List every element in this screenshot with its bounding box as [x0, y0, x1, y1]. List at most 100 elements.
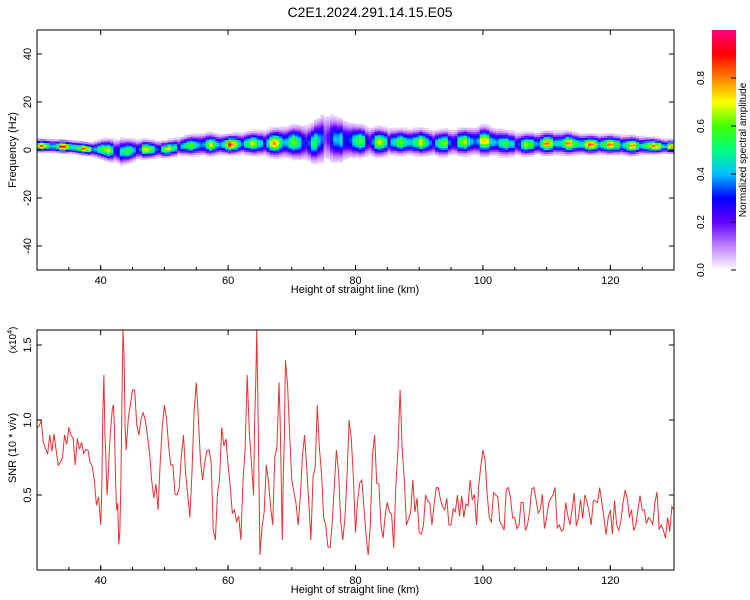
heatmap-cell: [358, 151, 363, 154]
heatmap-cell: [377, 127, 382, 130]
heatmap-cell: [654, 148, 659, 151]
heatmap-cell: [613, 151, 618, 154]
heatmap-cell: [81, 147, 86, 150]
heatmap-cell: [645, 150, 649, 153]
heatmap-cell: [288, 150, 293, 153]
heatmap-cell: [52, 139, 57, 142]
heatmap-cell: [610, 145, 614, 148]
heatmap-cell: [416, 142, 420, 146]
heatmap-cell: [473, 147, 477, 150]
heatmap-cell: [110, 160, 114, 164]
heatmap-cell: [215, 150, 219, 153]
heatmap-cell: [428, 149, 433, 152]
heatmap-cell: [253, 138, 258, 142]
heatmap-cell: [473, 141, 477, 144]
heatmap-cell: [148, 139, 153, 142]
heatmap-cell: [400, 131, 404, 134]
heatmap-cell: [607, 139, 611, 142]
heatmap-cell: [470, 148, 474, 152]
y-tick: -40: [22, 238, 674, 254]
heatmap-cell: [527, 131, 532, 134]
heatmap-cell: [479, 149, 484, 152]
heatmap-cell: [294, 128, 299, 131]
heatmap-cell: [361, 147, 366, 150]
heatmap-cell: [107, 152, 111, 155]
heatmap-cell: [556, 151, 560, 154]
heatmap-cell: [94, 151, 98, 155]
heatmap-cell: [323, 118, 328, 122]
heatmap-cell: [269, 127, 274, 130]
heatmap-cell: [97, 156, 102, 160]
heatmap-cell: [231, 143, 235, 146]
heatmap-cell: [288, 146, 293, 149]
heatmap-cell: [667, 143, 672, 147]
heatmap-cell: [546, 149, 551, 153]
heatmap-cell: [164, 155, 168, 159]
heatmap-cell: [94, 140, 98, 143]
heatmap-cell: [486, 155, 490, 158]
heatmap-cell: [298, 125, 302, 128]
heatmap-cell: [473, 133, 477, 136]
heatmap-cell: [326, 129, 331, 133]
heatmap-cell: [301, 143, 305, 146]
heatmap-cell: [323, 149, 328, 152]
heatmap-cell: [269, 138, 274, 141]
heatmap-cell: [142, 151, 146, 154]
heatmap-cell: [333, 159, 337, 163]
heatmap-cell: [368, 131, 372, 134]
heatmap-cell: [648, 136, 653, 140]
heatmap-cell: [508, 147, 512, 150]
heatmap-cell: [613, 143, 618, 146]
heatmap-cell: [565, 153, 570, 156]
heatmap-cell: [333, 144, 337, 147]
heatmap-cell: [508, 151, 512, 154]
heatmap-cell: [294, 155, 299, 158]
heatmap-cell: [635, 153, 640, 156]
heatmap-cell: [457, 127, 462, 130]
heatmap-cell: [466, 135, 471, 138]
heatmap-cell: [632, 151, 637, 155]
heatmap-cell: [502, 138, 506, 141]
heatmap-cell: [374, 137, 379, 140]
heatmap-cell: [317, 152, 321, 155]
heatmap-cell: [444, 141, 449, 144]
heatmap-cell: [148, 156, 153, 160]
heatmap-cell: [46, 138, 51, 142]
heatmap-cell: [384, 149, 388, 152]
heatmap-cell: [358, 133, 363, 137]
heatmap-cell: [559, 142, 563, 145]
heatmap-cell: [664, 145, 669, 149]
heatmap-cell: [546, 145, 551, 149]
heatmap-cell: [40, 142, 44, 145]
heatmap-cell: [371, 146, 376, 150]
chart-title: C2E1.2024.291.14.15.E05: [287, 4, 452, 20]
heatmap-cell: [371, 144, 376, 148]
heatmap-cell: [549, 132, 554, 135]
heatmap-cell: [116, 160, 121, 164]
heatmap-cell: [342, 153, 347, 156]
heatmap-cell: [317, 146, 321, 150]
heatmap-cell: [422, 143, 426, 146]
heatmap-cell: [396, 138, 401, 142]
heatmap-cell: [113, 142, 118, 145]
heatmap-cell: [266, 140, 270, 143]
heatmap-cell: [135, 147, 140, 150]
heatmap-cell: [103, 143, 108, 146]
heatmap-cell: [65, 139, 70, 143]
heatmap-cell: [476, 137, 481, 140]
heatmap-cell: [294, 135, 299, 139]
heatmap-cell: [323, 141, 328, 145]
heatmap-cell: [183, 138, 188, 142]
heatmap-cell: [562, 140, 567, 143]
heatmap-cell: [578, 137, 583, 141]
heatmap-cell: [142, 144, 146, 147]
heatmap-cell: [352, 125, 356, 128]
heatmap-cell: [103, 158, 108, 162]
heatmap-cell: [435, 134, 439, 137]
heatmap-cell: [320, 145, 325, 148]
heatmap-cell: [396, 135, 401, 138]
heatmap-cell: [132, 140, 137, 143]
heatmap-cell: [451, 135, 455, 138]
heatmap-cell: [317, 142, 321, 146]
heatmap-cell: [116, 139, 121, 143]
